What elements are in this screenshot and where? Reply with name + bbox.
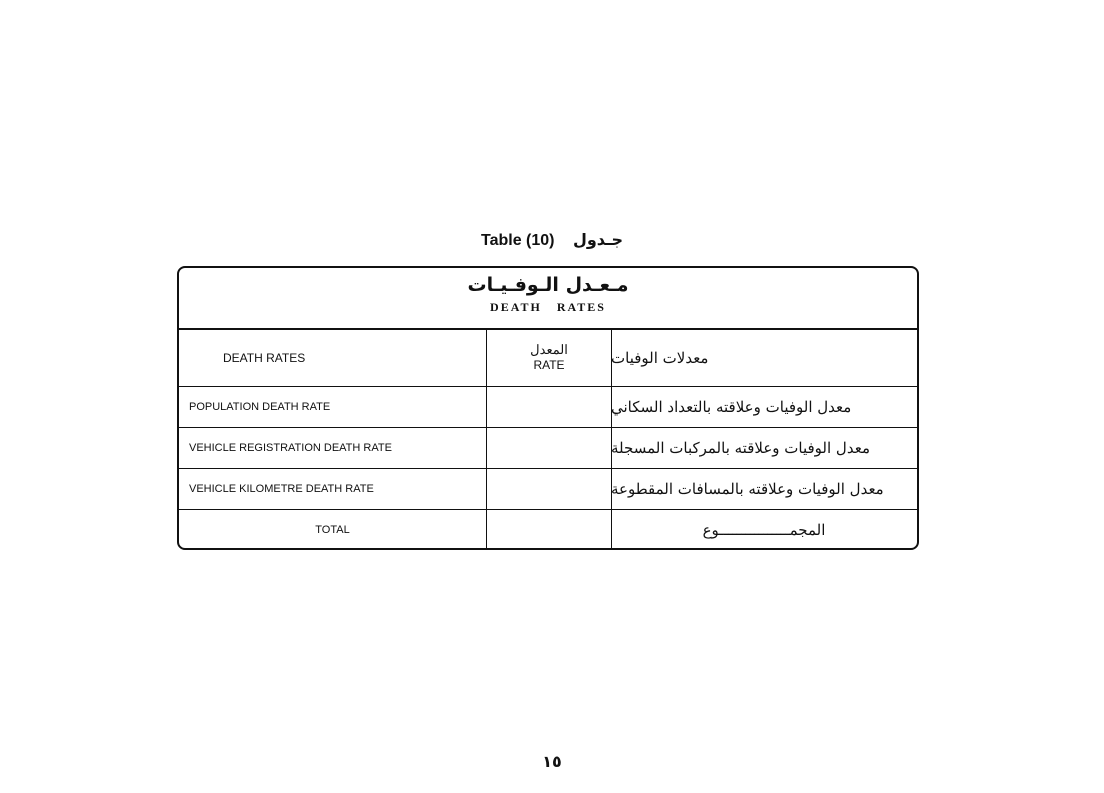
row-label-en: VEHICLE REGISTRATION DEATH RATE [179,428,487,468]
row-label-ar: المجمــــــــــــــــوع [702,521,826,539]
table-row: VEHICLE REGISTRATION DEATH RATE معدل الو… [179,428,917,469]
table-title: Table (10) جـدول [0,230,1104,250]
row-rate [487,469,612,509]
table-heading: مـعـدل الـوفـيـات DEATH RATES [179,268,917,330]
row-rate [487,510,612,548]
row-rate [487,387,612,427]
row-rate [487,428,612,468]
row-label-en: TOTAL [179,510,487,548]
table-title-ar: جـدول [572,230,624,249]
rate-en: RATE [533,358,565,372]
table-row: POPULATION DEATH RATE معدل الوفيات وعلاق… [179,387,917,428]
row-label-ar: معدل الوفيات وعلاقته بالتعداد السكاني [611,398,852,416]
column-header-rate: المعدل RATE [487,329,612,386]
page-number: ١٥ [542,752,562,771]
row-label-en: VEHICLE KILOMETRE DEATH RATE [179,469,487,509]
column-header-row: DEATH RATES المعدل RATE معدلات الوفيات [179,329,917,387]
column-header-ar: معدلات الوفيات [611,348,709,367]
row-label-ar: معدل الوفيات وعلاقته بالمركبات المسجلة [611,439,870,457]
table-row: VEHICLE KILOMETRE DEATH RATE معدل الوفيا… [179,469,917,510]
table-title-en: Table (10) [480,232,555,249]
rate-ar: المعدل [530,343,568,358]
row-label-ar: معدل الوفيات وعلاقته بالمسافات المقطوعة [611,480,884,498]
heading-ar: مـعـدل الـوفـيـات [467,274,629,296]
heading-en: DEATH RATES [490,300,606,314]
total-row: TOTAL المجمــــــــــــــــوع [179,510,917,548]
column-header-en: DEATH RATES [179,329,487,386]
row-label-en: POPULATION DEATH RATE [179,387,487,427]
death-rates-table: مـعـدل الـوفـيـات DEATH RATES DEATH RATE… [177,266,919,550]
